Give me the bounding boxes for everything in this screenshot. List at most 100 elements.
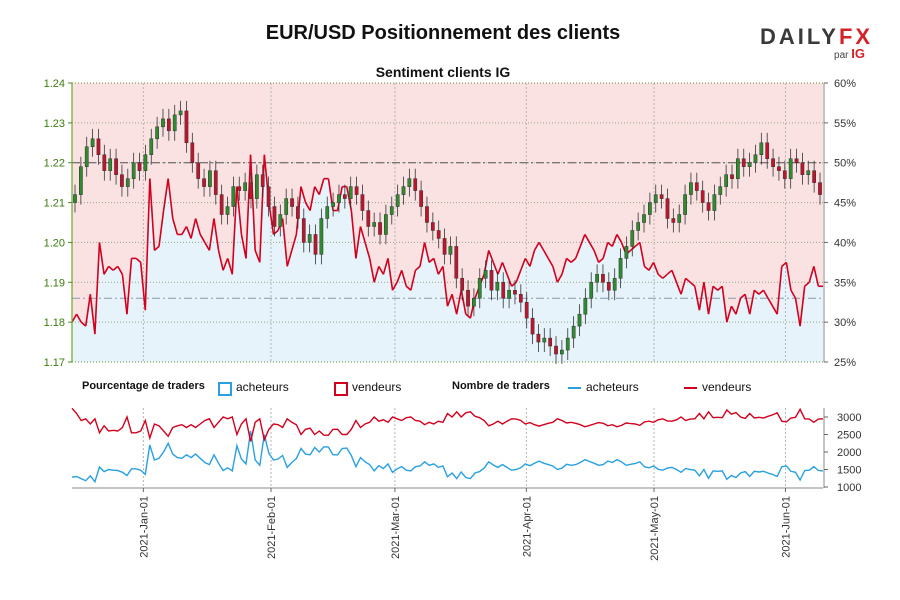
buyers-pct-segment (712, 285, 719, 291)
buyers-pct-segment (391, 281, 398, 291)
buyers-pct-segment (634, 241, 641, 248)
candle-body (730, 174, 734, 179)
candle (689, 172, 693, 205)
buyers-pct-segment (570, 257, 577, 263)
candle-body (73, 194, 77, 203)
candle-body (149, 138, 154, 155)
buyers-pct-segment (533, 242, 540, 251)
candle-body (630, 230, 635, 247)
candle-body (788, 158, 793, 179)
buyers-pct-segment (414, 265, 421, 271)
candle (407, 168, 412, 197)
candle-body (313, 234, 318, 255)
buyers-pct-segment (671, 270, 678, 283)
candle (507, 280, 511, 309)
candle (260, 164, 265, 197)
candle (665, 188, 670, 229)
candle (794, 148, 799, 173)
buyers-pct-segment (126, 258, 133, 315)
candle (348, 176, 353, 209)
candle-body (389, 206, 394, 215)
buyers-pct-segment (89, 294, 96, 335)
candle-body (342, 194, 347, 199)
legend-pct-sellers-swatch (334, 382, 348, 396)
legend-pct-sellers: vendeurs (352, 380, 402, 394)
candle-body (266, 186, 271, 207)
y-left-tick-label: 1.18 (44, 317, 65, 329)
candle (771, 148, 775, 177)
candle (747, 152, 752, 177)
buyers-pct-segment (240, 234, 247, 259)
candle-body (712, 194, 717, 211)
candle (296, 196, 300, 229)
candle-body (606, 282, 611, 291)
candle (90, 128, 95, 157)
candle-body (794, 158, 799, 163)
candle (184, 100, 189, 153)
candle (190, 132, 195, 173)
buyers-pct-segment (693, 286, 701, 311)
candle (800, 152, 805, 185)
buyers-pct-segment (98, 242, 105, 275)
candle-body (495, 282, 500, 291)
buyers-pct-segment (364, 242, 371, 259)
candle-body (249, 182, 253, 199)
buyers-pct-segment (249, 154, 256, 251)
candle-body (548, 337, 553, 347)
candle (454, 236, 459, 289)
candle (419, 180, 423, 217)
trader-count-chart: 1000 1500 2000 2500 3000 2021-Jan-01 2021-Feb-… (71, 407, 861, 561)
candle (542, 328, 547, 353)
candle-body (560, 349, 564, 355)
candle (313, 224, 318, 265)
candle-body (724, 174, 729, 187)
candle (694, 172, 699, 201)
buyers-pct-segment (204, 242, 211, 251)
buyers-pct-segment (437, 265, 444, 275)
candle (777, 156, 781, 181)
candle (759, 132, 764, 165)
x-tick-label: 2021-Jan-01 (138, 496, 150, 558)
candle (700, 180, 705, 213)
buyers-pct-segment (515, 270, 522, 283)
candle-body (653, 194, 658, 203)
x-tick-label: 2021-Jun-01 (780, 496, 792, 558)
logo-par: par (834, 50, 849, 61)
candle-body (131, 162, 136, 179)
candle-body (818, 182, 822, 195)
buyers-pct-segment (382, 258, 389, 275)
buyers-pct-segment (574, 246, 582, 259)
candle (401, 176, 406, 205)
candle-body (806, 170, 811, 175)
candle (583, 288, 588, 325)
candle (477, 268, 482, 309)
buyers-pct-segment (428, 257, 435, 263)
buyers-pct-segment (804, 281, 810, 287)
y-left-tick-label: 1.20 (44, 237, 65, 249)
candle (96, 128, 101, 165)
candle-body (178, 110, 183, 116)
candle (84, 136, 89, 177)
candle-body (513, 290, 517, 295)
candle-body (624, 246, 629, 259)
candle-body (565, 337, 570, 351)
buyers-pct-segment (799, 286, 806, 327)
candle (319, 208, 324, 265)
candle-body (272, 206, 277, 227)
buyers-pct-segment (588, 242, 595, 251)
buyers-pct-segment (497, 262, 504, 275)
buyers-pct-segment (236, 186, 243, 235)
candle-body (542, 337, 547, 343)
candle-body (254, 174, 259, 199)
buyers-pct-segment (226, 258, 234, 275)
buyers-pct-segment (117, 265, 124, 275)
candle-body (718, 186, 723, 195)
candle (219, 184, 224, 225)
candle-body (301, 218, 306, 243)
y-right-tick-label: 40% (834, 237, 856, 249)
buyers-pct-segment (730, 305, 737, 315)
candle (683, 184, 687, 225)
candle-body (354, 186, 359, 195)
buyers-pct-segment (785, 262, 792, 291)
buyers-pct-segment (121, 274, 128, 315)
